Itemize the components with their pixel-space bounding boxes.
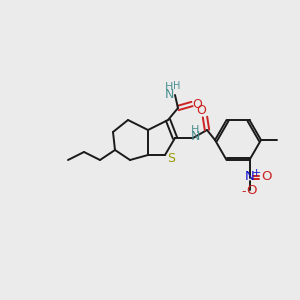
Text: H: H <box>173 81 181 91</box>
Text: N: N <box>190 130 200 143</box>
Text: O: O <box>196 104 206 118</box>
Text: H: H <box>191 125 199 135</box>
Text: +: + <box>252 168 261 178</box>
Text: O: O <box>246 184 257 197</box>
Text: H: H <box>165 82 173 92</box>
Text: O: O <box>261 170 272 183</box>
Text: S: S <box>167 152 175 166</box>
Text: -: - <box>241 185 246 198</box>
Text: N: N <box>244 170 254 183</box>
Text: O: O <box>192 98 202 110</box>
Text: N: N <box>164 88 174 100</box>
